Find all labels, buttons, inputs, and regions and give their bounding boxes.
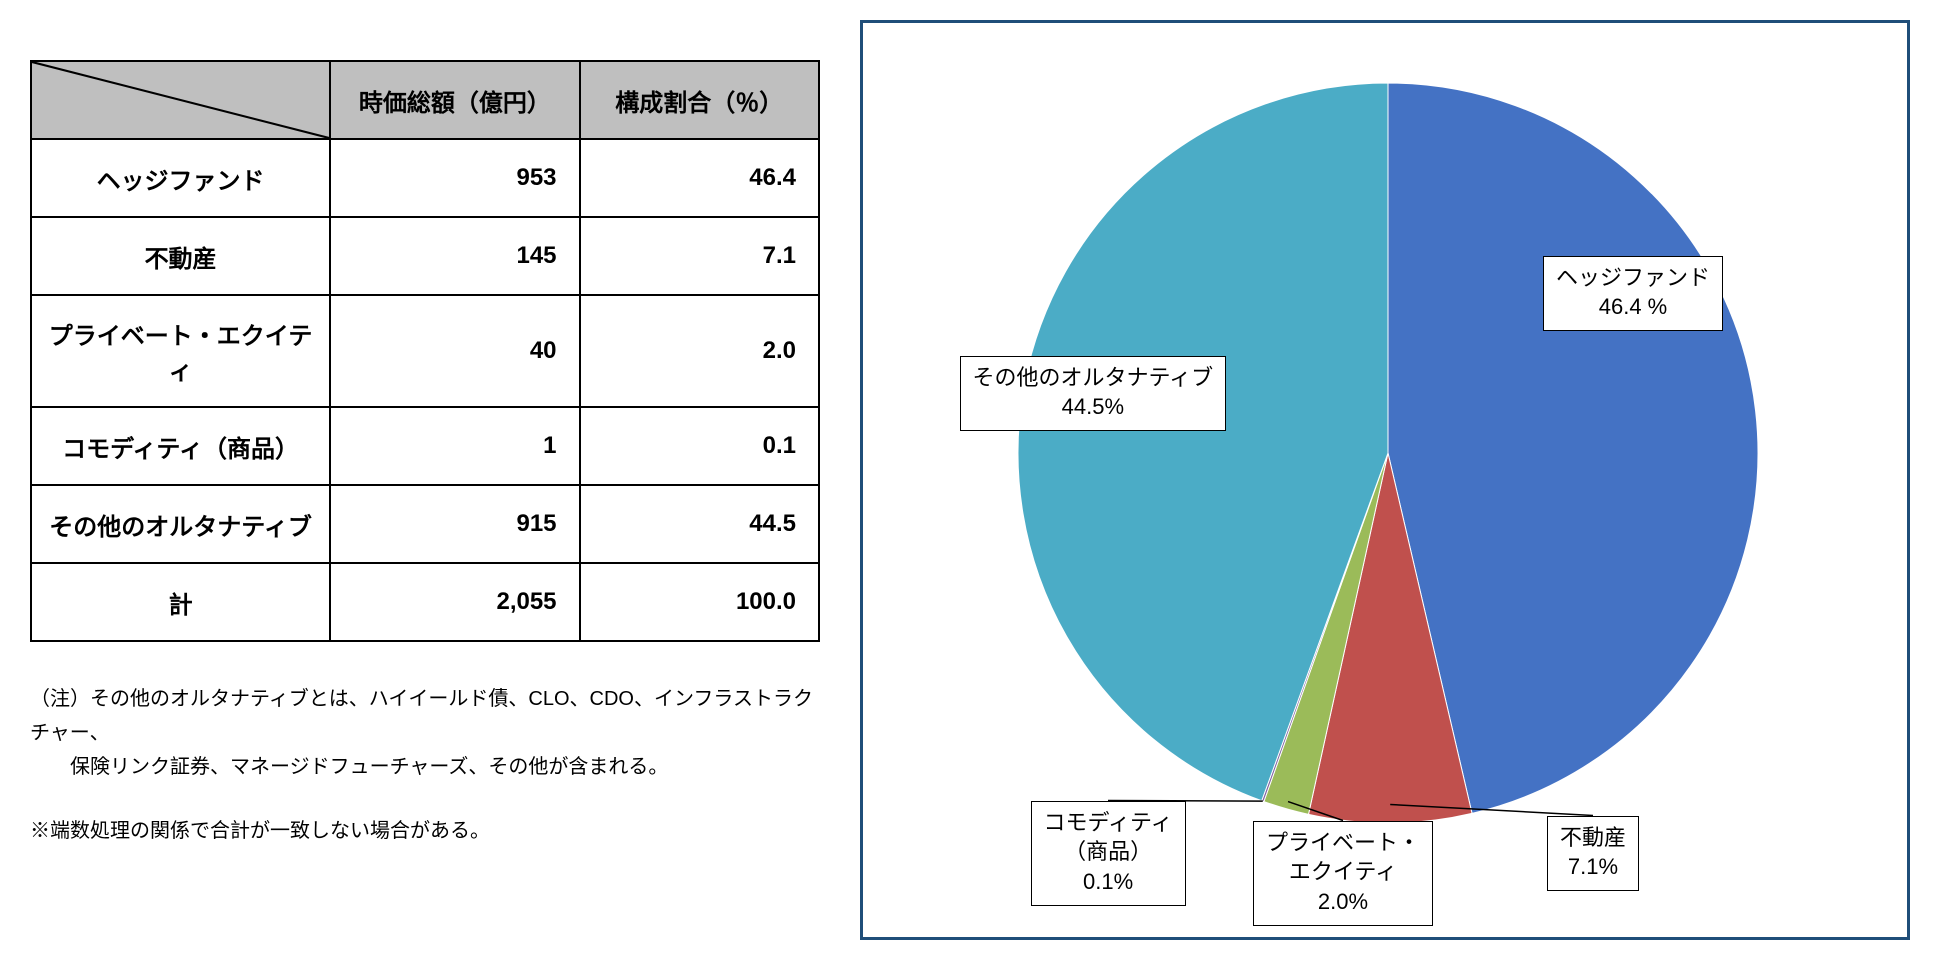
pie-label: ヘッジファンド46.4 % <box>1543 256 1723 331</box>
row-value: 1 <box>330 407 579 485</box>
pie-label-pct: 46.4 % <box>1556 292 1710 322</box>
total-value: 2,055 <box>330 563 579 641</box>
table-panel: 時価総額（億円） 構成割合（％） ヘッジファンド95346.4不動産1457.1… <box>30 20 820 878</box>
pie-label-name: 不動産 <box>1560 825 1626 850</box>
row-pct: 2.0 <box>580 295 819 407</box>
pie-label-pct: 2.0% <box>1266 887 1420 917</box>
footnotes: （注）その他のオルタナティブとは、ハイイールド債、CLO、CDO、インフラストラ… <box>30 682 820 848</box>
table-row: 不動産1457.1 <box>31 217 819 295</box>
pie-label-name: ヘッジファンド <box>1556 265 1710 290</box>
total-label: 計 <box>31 563 330 641</box>
table-row: コモディティ（商品）10.1 <box>31 407 819 485</box>
pie-chart: ヘッジファンド46.4 % 不動産7.1% プライベート・エクイティ2.0% コモディ… <box>860 20 1910 940</box>
pie-label-pct: 0.1% <box>1044 867 1173 897</box>
row-label: その他のオルタナティブ <box>31 485 330 563</box>
table-header-pct: 構成割合（％） <box>580 61 819 139</box>
row-pct: 7.1 <box>580 217 819 295</box>
pie-label-pct: 44.5% <box>973 392 1214 422</box>
row-pct: 0.1 <box>580 407 819 485</box>
table-row: その他のオルタナティブ91544.5 <box>31 485 819 563</box>
row-value: 40 <box>330 295 579 407</box>
pie-label: コモディティ（商品）0.1% <box>1031 801 1186 906</box>
footnote-rounding: ※端数処理の関係で合計が一致しない場合がある。 <box>30 814 820 848</box>
pie-label: その他のオルタナティブ44.5% <box>960 356 1227 431</box>
pie-label: プライベート・エクイティ2.0% <box>1253 821 1433 926</box>
row-label: コモディティ（商品） <box>31 407 330 485</box>
row-label: ヘッジファンド <box>31 139 330 217</box>
row-label: 不動産 <box>31 217 330 295</box>
footnote-line: 保険リンク証券、マネージドフューチャーズ、その他が含まれる。 <box>30 756 668 778</box>
total-pct: 100.0 <box>580 563 819 641</box>
pie-label: 不動産7.1% <box>1547 816 1639 891</box>
pie-label-name: その他のオルタナティブ <box>973 365 1214 390</box>
table-row: プライベート・エクイティ402.0 <box>31 295 819 407</box>
row-value: 915 <box>330 485 579 563</box>
pie-label-pct: 7.1% <box>1560 852 1626 882</box>
pie-label-name: プライベート・エクイティ <box>1266 830 1420 885</box>
table-row: ヘッジファンド95346.4 <box>31 139 819 217</box>
allocation-table: 時価総額（億円） 構成割合（％） ヘッジファンド95346.4不動産1457.1… <box>30 60 820 642</box>
row-pct: 46.4 <box>580 139 819 217</box>
table-header-value: 時価総額（億円） <box>330 61 579 139</box>
pie-label-name: コモディティ（商品） <box>1044 810 1173 865</box>
row-pct: 44.5 <box>580 485 819 563</box>
row-value: 145 <box>330 217 579 295</box>
table-total-row: 計2,055100.0 <box>31 563 819 641</box>
table-corner-cell <box>31 61 330 139</box>
footnote-line: （注）その他のオルタナティブとは、ハイイールド債、CLO、CDO、インフラストラ… <box>30 688 813 744</box>
row-value: 953 <box>330 139 579 217</box>
row-label: プライベート・エクイティ <box>31 295 330 407</box>
pie-svg <box>863 23 1913 943</box>
